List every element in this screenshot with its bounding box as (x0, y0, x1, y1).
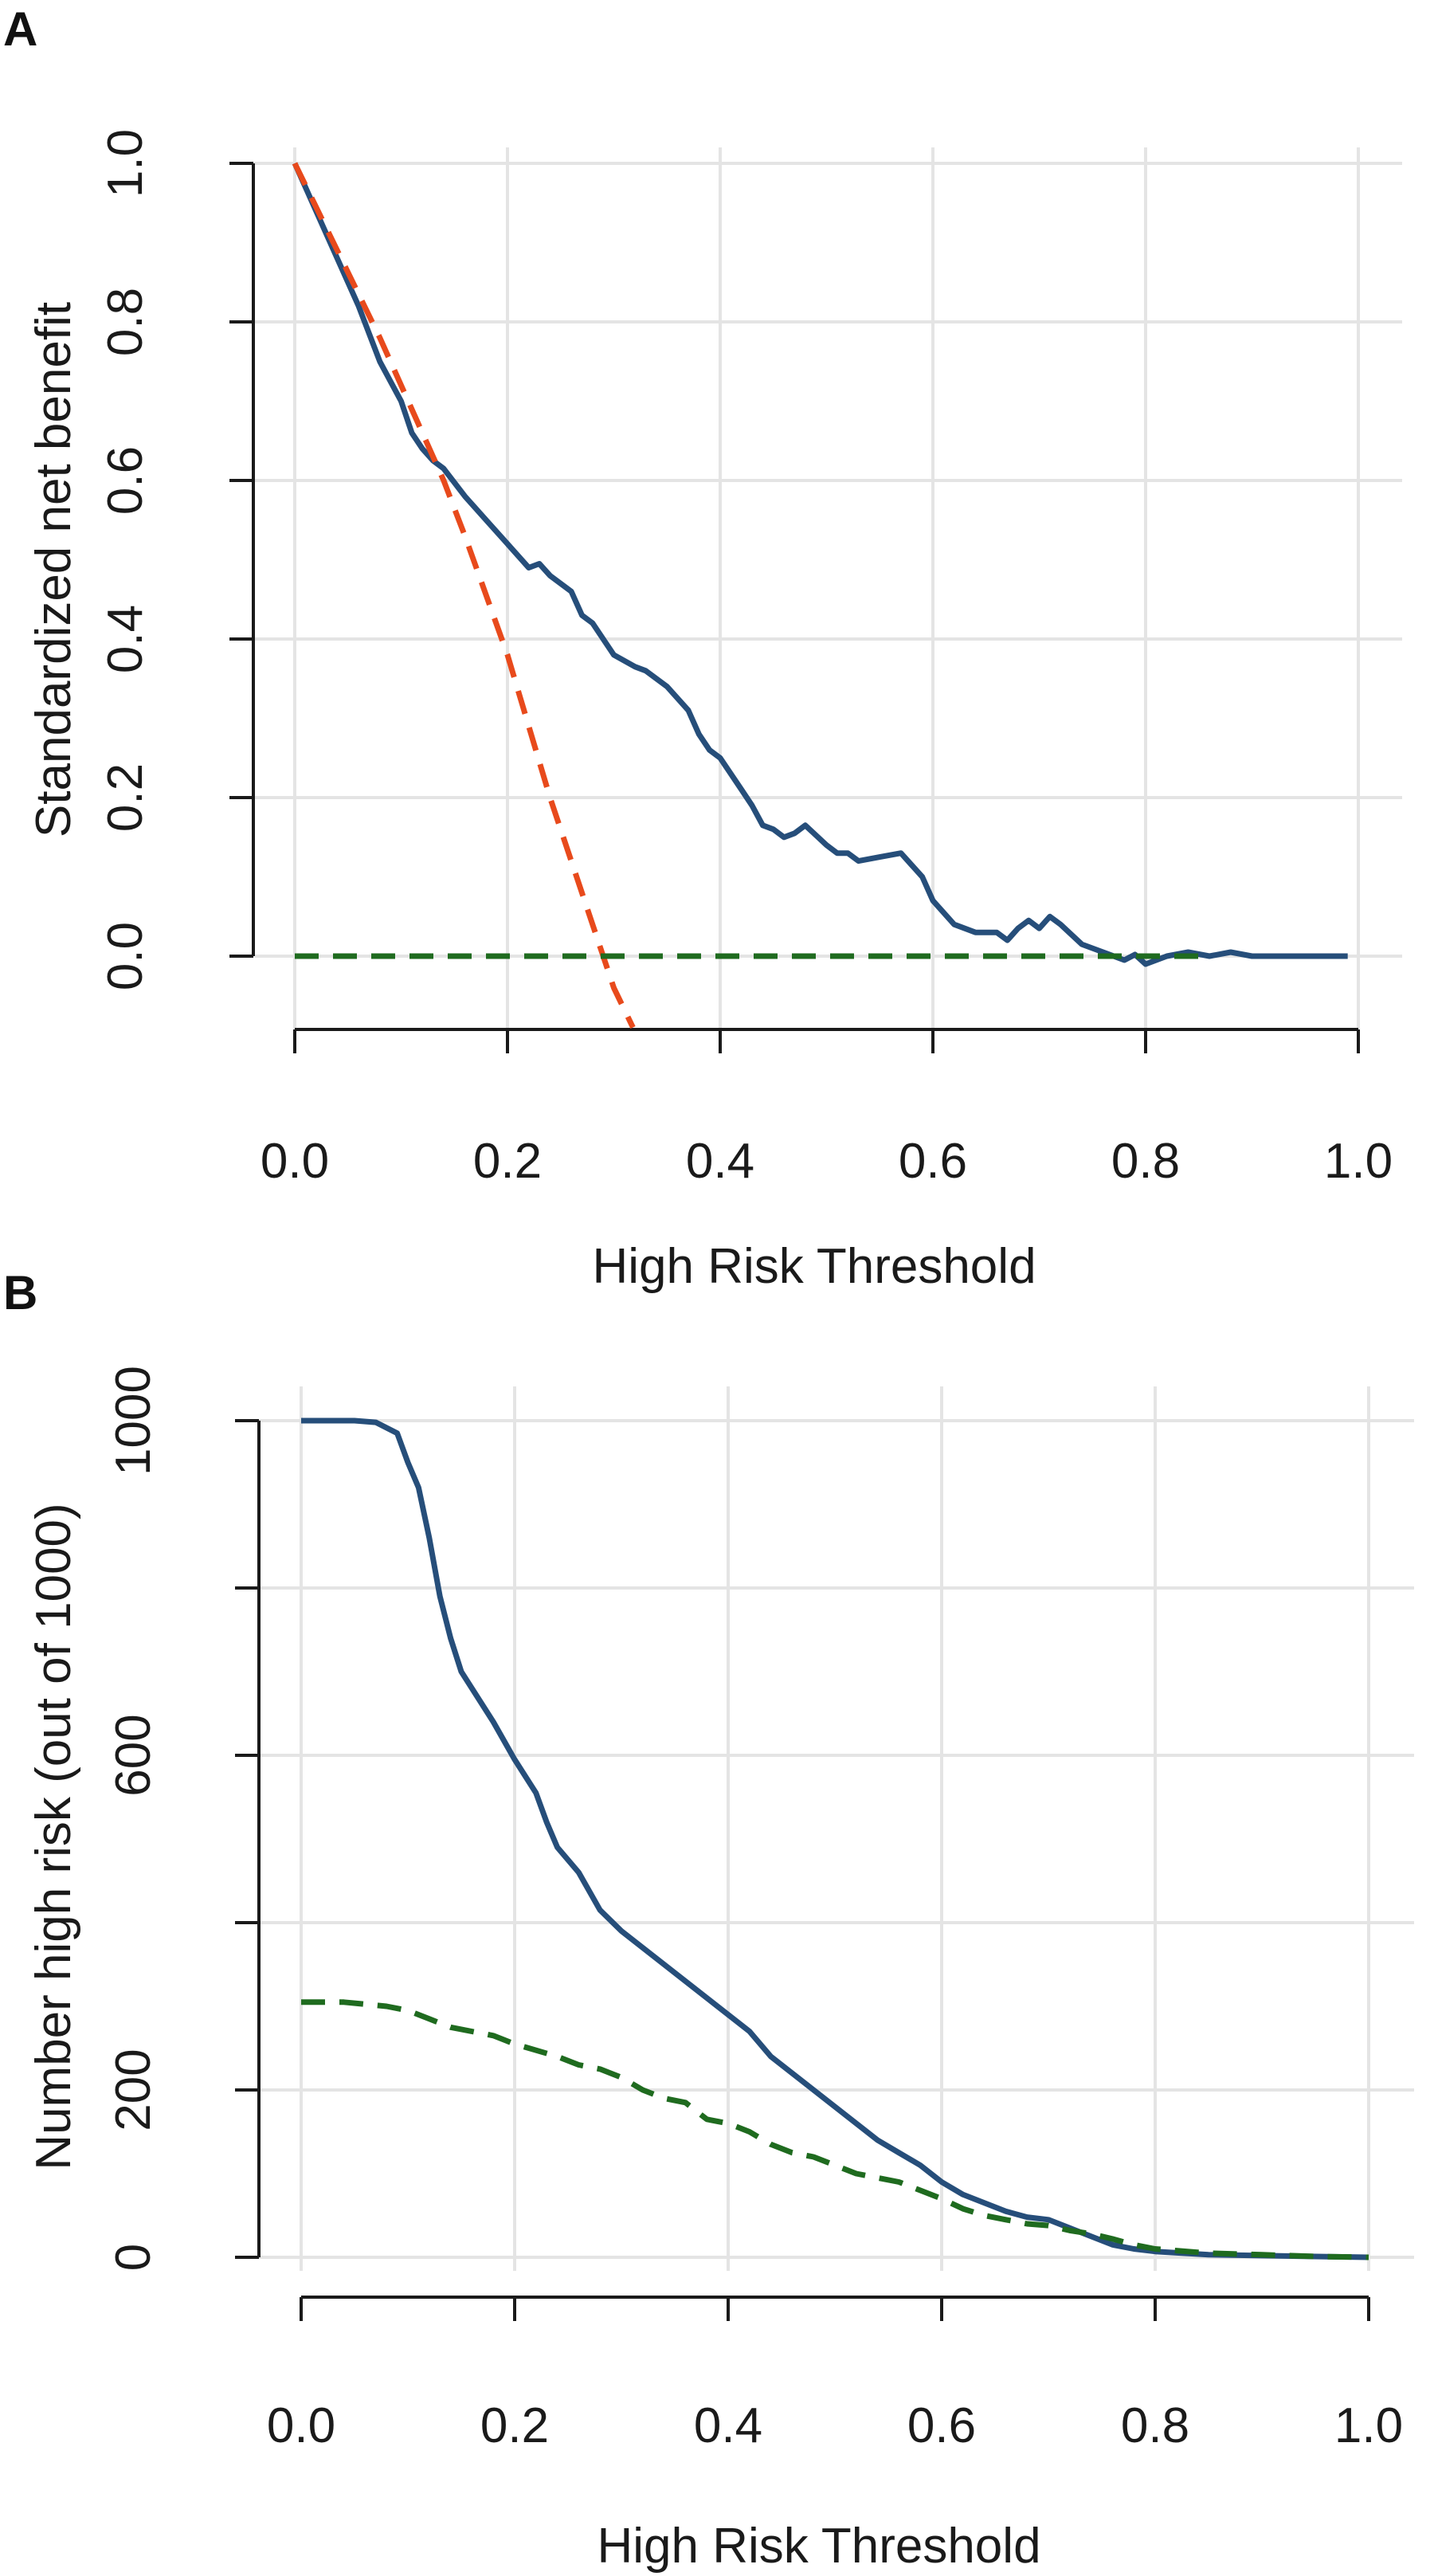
x-axis-title: High Risk Threshold (592, 1239, 1036, 1294)
x-tick-label: 0.8 (1111, 1134, 1180, 1189)
panel-label-a: A (3, 2, 38, 56)
series-line-all (292, 162, 636, 1029)
y-tick-label: 0.8 (98, 288, 153, 356)
y-tick-label: 0 (106, 2244, 161, 2271)
x-tick-label: 0.0 (261, 1134, 329, 1189)
y-tick-label: 0.0 (98, 922, 153, 990)
x-tick-label: 0.6 (907, 2398, 976, 2453)
x-tick-label: 0.2 (480, 2398, 549, 2453)
x-tick-label: 0.4 (686, 1134, 754, 1189)
chart-b-number-high-risk: 0 200 600 1000 0.0 0.2 0.4 0.6 0.8 1.0 High Risk T… (26, 1366, 1414, 2574)
x-axis-title: High Risk Threshold (597, 2519, 1040, 2574)
y-tick-label: 0.6 (98, 446, 153, 515)
y-axis-title: Standardized net benefit (26, 302, 81, 837)
chart-a-net-benefit: 0.0 0.2 0.4 0.6 0.8 1.0 0.0 0.2 0.4 0.6 0.8 1.0 High… (26, 129, 1402, 1294)
x-tick-label: 0.8 (1121, 2398, 1189, 2453)
x-tick-label: 1.0 (1324, 1134, 1393, 1189)
series-line-number-high-risk-with-outcome (301, 1999, 1369, 2260)
y-tick-label: 1.0 (98, 129, 153, 198)
y-axis-title: Number high risk (out of 1000) (26, 1503, 81, 2170)
y-tick-label: 600 (106, 1714, 161, 1796)
x-tick-label: 0.4 (694, 2398, 762, 2453)
series-line-model (292, 162, 1348, 967)
x-tick-label: 0.6 (899, 1134, 967, 1189)
x-tick-label: 1.0 (1334, 2398, 1403, 2453)
x-tick-label: 0.2 (473, 1134, 542, 1189)
y-tick-label: 0.4 (98, 605, 153, 673)
y-tick-label: 1000 (106, 1366, 161, 1476)
series-line-number-high-risk (301, 1417, 1369, 2260)
y-tick-label: 0.2 (98, 763, 153, 832)
y-tick-label: 200 (106, 2049, 161, 2131)
panel-label-b: B (3, 1266, 38, 1319)
x-tick-label: 0.0 (267, 2398, 335, 2453)
